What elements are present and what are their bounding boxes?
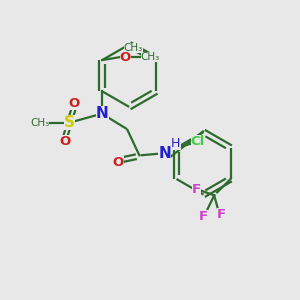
- Text: S: S: [64, 115, 75, 130]
- Text: O: O: [59, 135, 70, 148]
- Text: N: N: [158, 146, 171, 161]
- Text: O: O: [112, 156, 124, 169]
- Text: O: O: [120, 51, 131, 64]
- Text: H: H: [171, 137, 181, 150]
- Text: F: F: [217, 208, 226, 221]
- Text: Cl: Cl: [191, 135, 205, 148]
- Text: N: N: [96, 106, 109, 121]
- Text: F: F: [199, 210, 208, 223]
- Text: F: F: [192, 183, 201, 196]
- Text: O: O: [68, 97, 80, 110]
- Text: CH₃: CH₃: [141, 52, 160, 62]
- Text: CH₃: CH₃: [124, 43, 143, 53]
- Text: CH₃: CH₃: [30, 118, 50, 128]
